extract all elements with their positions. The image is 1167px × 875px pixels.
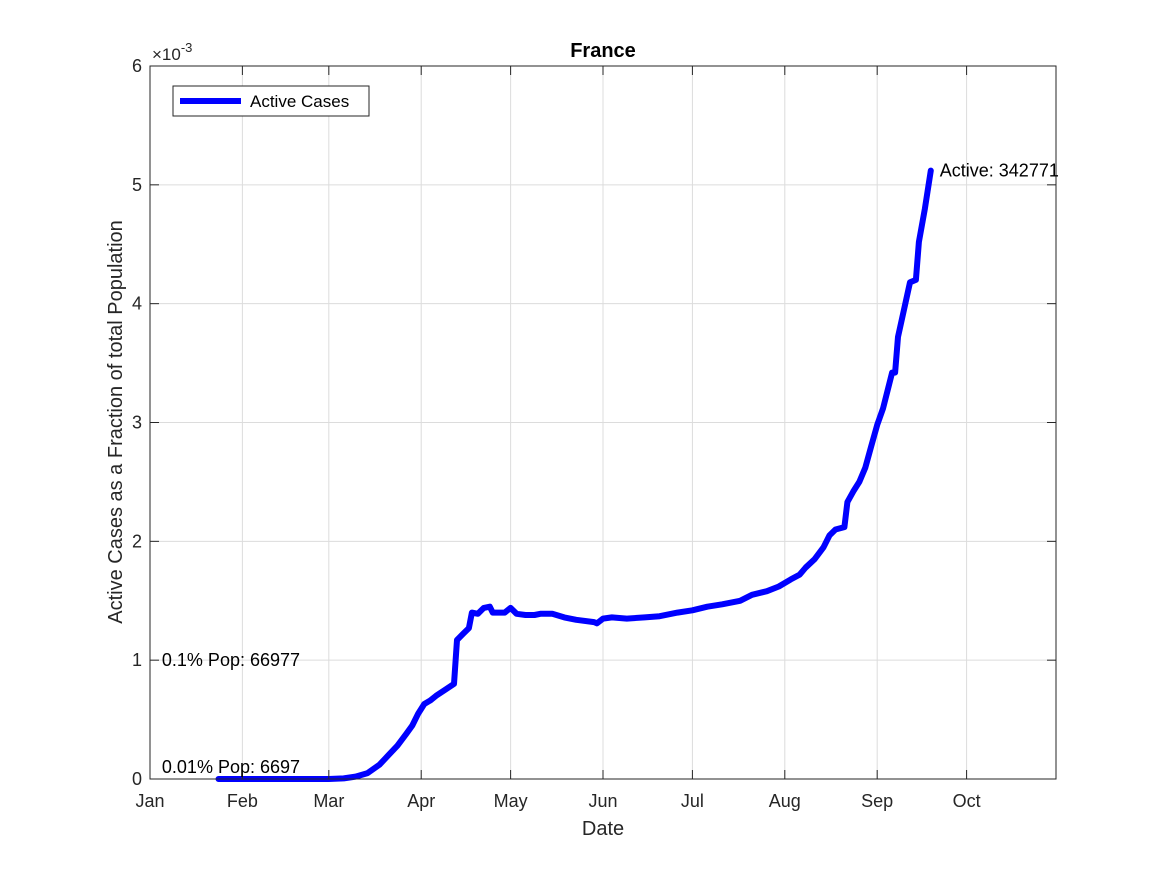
x-tick-label: Jul bbox=[681, 791, 704, 811]
legend: Active Cases bbox=[172, 85, 370, 117]
x-axis-label: Date bbox=[582, 818, 624, 840]
y-tick-label: 1 bbox=[132, 650, 142, 670]
x-tick-label: Apr bbox=[407, 791, 435, 811]
annotation-label: 0.01% Pop: 6697 bbox=[162, 757, 300, 777]
y-tick-label: 5 bbox=[132, 175, 142, 195]
x-tick-label: Feb bbox=[227, 791, 258, 811]
y-exponent-power: -3 bbox=[181, 40, 193, 55]
x-tick-label: Oct bbox=[953, 791, 981, 811]
annotation-label: Active: 342771 bbox=[940, 161, 1059, 181]
annotations: Active: 342771 0.1% Pop: 66977 0.01% Pop: … bbox=[162, 161, 1059, 778]
x-tick-label: Mar bbox=[313, 791, 344, 811]
x-tick-label: Jun bbox=[588, 791, 617, 811]
x-tick-label: Aug bbox=[769, 791, 801, 811]
y-axis-label: Active Cases as a Fraction of total Popu… bbox=[105, 220, 127, 624]
y-exponent-base: ×10 bbox=[152, 45, 181, 64]
series-line-active-cases bbox=[215, 167, 934, 782]
y-tick-label: 0 bbox=[132, 769, 142, 789]
annotation-label: 0.1% Pop: 66977 bbox=[162, 650, 300, 670]
data-layer bbox=[215, 167, 934, 782]
chart-title: France bbox=[570, 40, 636, 62]
axis-ticks bbox=[149, 65, 1056, 780]
y-tick-label: 4 bbox=[132, 294, 142, 314]
x-tick-label: Jan bbox=[135, 791, 164, 811]
x-tick-label: May bbox=[494, 791, 528, 811]
legend-label: Active Cases bbox=[250, 92, 349, 111]
y-tick-label: 3 bbox=[132, 413, 142, 433]
y-axis-exponent: ×10-3 bbox=[152, 40, 192, 64]
tick-labels: Jan Feb Mar Apr May Jun Jul Aug Sep Oct 0 1 2 3 4 5 6 bbox=[132, 56, 981, 811]
x-tick-label: Sep bbox=[861, 791, 893, 811]
y-tick-label: 2 bbox=[132, 531, 142, 551]
y-tick-label: 6 bbox=[132, 56, 142, 76]
